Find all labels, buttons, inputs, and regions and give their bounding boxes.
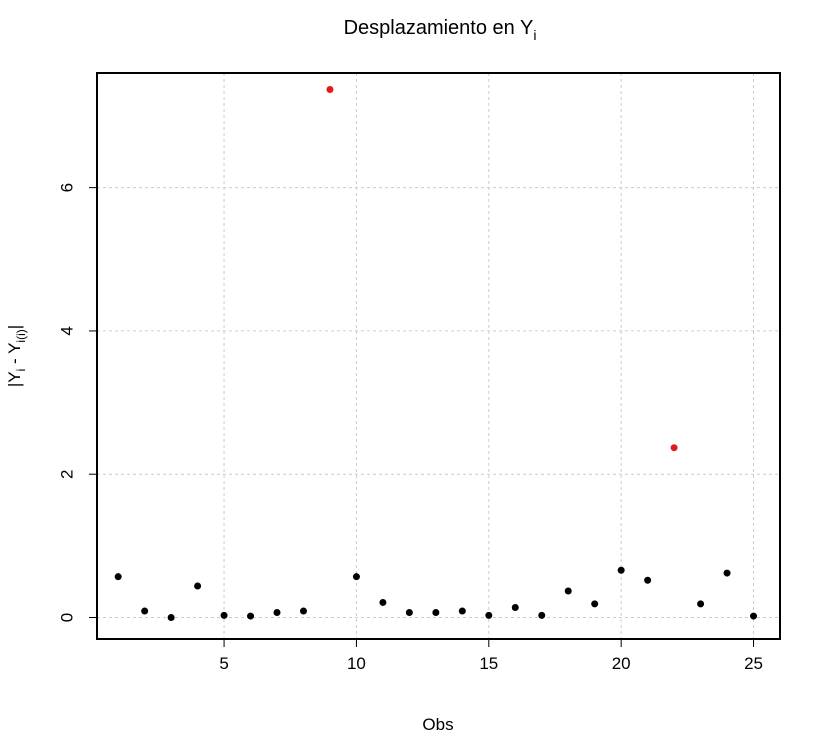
x-tick-label: 20 [612,654,631,673]
y-axis-title-suffix: | [5,325,24,329]
y-axis-title-middle: - Y [5,343,24,369]
x-tick-label: 15 [479,654,498,673]
data-points [114,85,758,622]
data-point [273,608,281,616]
data-point [458,607,466,615]
chart-title-subscript: i [533,27,536,43]
x-axis-title: Obs [422,715,453,734]
data-point [723,569,731,577]
y-axis-title-sub2: i(i) [14,329,28,342]
y-axis-title: |Yi - Yi(i)| [5,325,28,387]
data-point [247,612,255,620]
data-point [220,611,228,619]
y-tick-label: 6 [57,183,76,192]
data-point [194,582,202,590]
chart-title-main: Desplazamiento en Y [344,17,534,39]
data-point [485,611,493,619]
data-point [538,611,546,619]
grid-lines [97,73,780,639]
y-axis: 0 2 4 6 [57,183,97,622]
plot-frame [96,72,781,640]
data-point [697,600,705,608]
data-point [644,576,652,584]
data-point-highlighted [326,85,334,93]
data-point [167,614,175,622]
data-point [114,573,122,581]
y-tick-label: 0 [57,613,76,622]
x-axis: 5 10 15 20 25 [219,639,763,673]
x-tick-label: 5 [219,654,228,673]
data-point [299,607,307,615]
data-point [432,608,440,616]
data-point [617,566,625,574]
data-point [141,607,149,615]
data-point [750,612,758,620]
y-axis-title-prefix: |Y [5,371,24,387]
x-tick-label: 25 [744,654,763,673]
y-tick-label: 2 [57,469,76,478]
data-point-highlighted [670,444,678,452]
data-point [352,573,360,581]
chart-title: Desplazamiento en Yi [344,17,537,43]
data-point [379,598,387,606]
y-tick-label: 4 [57,326,76,335]
data-point [591,600,599,608]
data-point [511,603,519,611]
data-point [405,608,413,616]
data-point [564,587,572,595]
x-tick-label: 10 [347,654,366,673]
y-axis-title-sub1: i [14,369,28,372]
